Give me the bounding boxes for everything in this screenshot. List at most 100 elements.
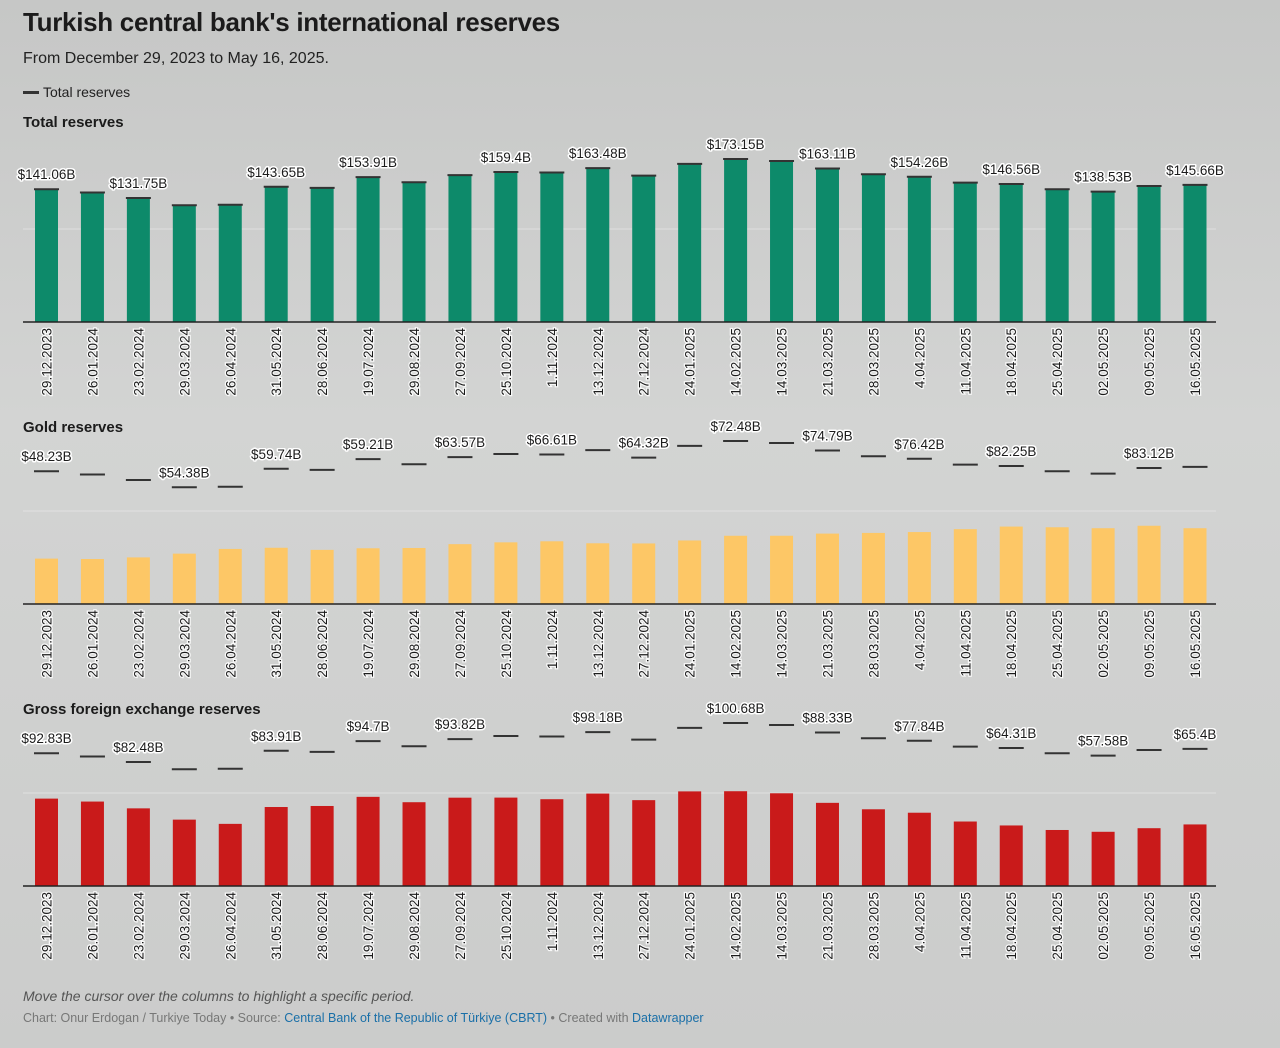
data-label: $48.23B [21,449,71,464]
bar-fx [540,799,564,886]
data-label: $163.48B [569,146,627,161]
x-tick-label: 29.12.2023 [40,892,55,960]
data-label: $163.11B [799,146,856,161]
x-tick-label: 11.04.2025 [958,892,973,959]
bar-gold [264,547,288,604]
x-tick-label: 02.05.2025 [1096,892,1111,960]
datawrapper-link[interactable]: Datawrapper [632,1011,704,1025]
x-tick-label: 28.03.2025 [866,610,881,678]
bar-total [448,175,472,322]
panel-gold: $48.23B 29.12.2023 26.01.2024 23.02.2024 $54… [20,418,1216,679]
chart-title: Turkish central bank's international res… [23,7,560,37]
x-tick-label: 23.02.2024 [131,610,146,678]
bar-fx [724,791,748,886]
x-tick-label: 09.05.2025 [1142,610,1157,678]
x-tick-label: 31.05.2024 [269,610,284,678]
x-tick-label: 14.03.2025 [775,892,790,960]
x-tick-label: 29.03.2024 [177,610,192,678]
data-label: $74.79B [802,428,852,443]
x-tick-label: 1.11.2024 [545,892,560,952]
x-tick-label: 14.02.2025 [729,328,744,396]
legend: Total reserves [23,84,130,100]
x-tick-label: 26.04.2024 [223,328,238,396]
x-tick-label: 24.01.2025 [683,610,698,678]
data-label: $72.48B [710,419,760,434]
legend-swatch [23,90,39,94]
x-tick-label: 25.10.2024 [499,328,514,396]
x-tick-label: 27.12.2024 [637,328,652,396]
bar-fx [999,825,1023,886]
chart-subtitle: From December 29, 2023 to May 16, 2025. [23,50,329,67]
bar-total [815,168,839,322]
x-tick-label: 02.05.2025 [1096,328,1111,396]
bar-fx [1091,831,1115,886]
bar-gold [953,529,977,604]
data-label: $138.53B [1074,170,1132,185]
data-label: $82.48B [113,740,163,755]
bar-total [218,204,242,322]
source-link[interactable]: Central Bank of the Republic of Türkiye … [284,1011,548,1025]
x-tick-label: 28.06.2024 [315,892,330,960]
bar-total [1045,189,1069,322]
x-tick-label: 02.05.2025 [1096,610,1111,678]
bar-total [678,163,702,322]
bar-fx [815,802,839,886]
x-tick-label: 21.03.2025 [820,328,835,396]
data-label: $145.66B [1166,163,1224,178]
bar-gold [494,542,518,604]
bar-fx [678,791,702,886]
bar-gold [999,526,1023,604]
x-tick-label: 13.12.2024 [591,328,606,396]
x-tick-label: 19.07.2024 [361,328,376,396]
bar-gold [172,553,196,604]
bar-gold [402,547,426,604]
x-tick-label: 29.12.2023 [40,328,55,396]
x-tick-label: 09.05.2025 [1142,892,1157,960]
data-label: $154.26B [890,155,948,170]
x-tick-label: 29.03.2024 [177,328,192,396]
data-label: $66.61B [527,433,577,448]
x-tick-label: 29.03.2024 [177,892,192,960]
bar-gold [448,544,472,604]
data-label: $153.91B [339,155,397,170]
data-label: $94.7B [347,719,390,734]
x-tick-label: 16.05.2025 [1188,892,1203,960]
x-tick-label: 25.04.2025 [1050,892,1065,960]
x-tick-label: 4.04.2025 [912,328,927,388]
x-tick-label: 26.04.2024 [223,892,238,960]
x-tick-label: 19.07.2024 [361,610,376,678]
x-tick-label: 27.09.2024 [453,892,468,960]
bar-total [586,168,610,322]
bar-fx [172,819,196,886]
x-tick-label: 27.09.2024 [453,328,468,396]
bar-gold [310,549,334,604]
bar-total [632,175,656,322]
x-tick-label: 1.11.2024 [545,328,560,388]
bar-fx [907,812,931,886]
bar-fx [770,793,794,886]
chart-credit: Chart: Onur Erdogan / Turkiye Today • So… [23,1011,704,1025]
bar-total [1183,184,1207,322]
bar-total [724,159,748,322]
panel-title-total: Total reserves [23,114,124,131]
bar-total [540,172,564,322]
x-tick-label: 14.02.2025 [729,892,744,960]
data-label: $65.4B [1174,727,1217,742]
data-label: $59.21B [343,437,393,452]
data-label: $173.15B [707,137,765,152]
bar-gold [35,558,58,604]
bar-total [907,176,931,322]
x-tick-label: 25.10.2024 [499,892,514,960]
data-label: $92.83B [21,731,71,746]
bar-gold [126,557,150,604]
bar-fx [264,807,288,886]
panel-title-fx: Gross foreign exchange reserves [23,701,261,718]
x-tick-label: 16.05.2025 [1188,610,1203,678]
bar-gold [907,532,931,604]
x-tick-label: 27.12.2024 [637,610,652,678]
bar-gold [815,533,839,604]
data-label: $54.38B [159,465,209,480]
bar-gold [1137,525,1161,604]
bar-fx [80,801,104,886]
